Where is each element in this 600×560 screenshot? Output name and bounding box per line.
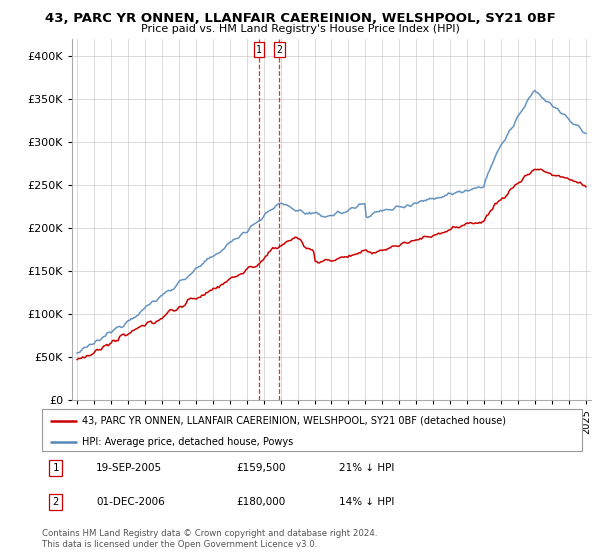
Text: 1: 1: [52, 463, 59, 473]
Text: 21% ↓ HPI: 21% ↓ HPI: [339, 463, 394, 473]
Text: HPI: Average price, detached house, Powys: HPI: Average price, detached house, Powy…: [83, 437, 294, 446]
Text: 43, PARC YR ONNEN, LLANFAIR CAEREINION, WELSHPOOL, SY21 0BF (detached house): 43, PARC YR ONNEN, LLANFAIR CAEREINION, …: [83, 416, 506, 426]
Text: Price paid vs. HM Land Registry's House Price Index (HPI): Price paid vs. HM Land Registry's House …: [140, 24, 460, 34]
Text: 2: 2: [52, 497, 59, 507]
Text: £180,000: £180,000: [236, 497, 286, 507]
Text: Contains HM Land Registry data © Crown copyright and database right 2024.
This d: Contains HM Land Registry data © Crown c…: [42, 529, 377, 549]
Text: £159,500: £159,500: [236, 463, 286, 473]
Text: 1: 1: [256, 45, 262, 54]
FancyBboxPatch shape: [42, 409, 582, 451]
Text: 01-DEC-2006: 01-DEC-2006: [96, 497, 165, 507]
Text: 14% ↓ HPI: 14% ↓ HPI: [339, 497, 394, 507]
Text: 2: 2: [277, 45, 282, 54]
Text: 43, PARC YR ONNEN, LLANFAIR CAEREINION, WELSHPOOL, SY21 0BF: 43, PARC YR ONNEN, LLANFAIR CAEREINION, …: [44, 12, 556, 25]
Text: 19-SEP-2005: 19-SEP-2005: [96, 463, 162, 473]
